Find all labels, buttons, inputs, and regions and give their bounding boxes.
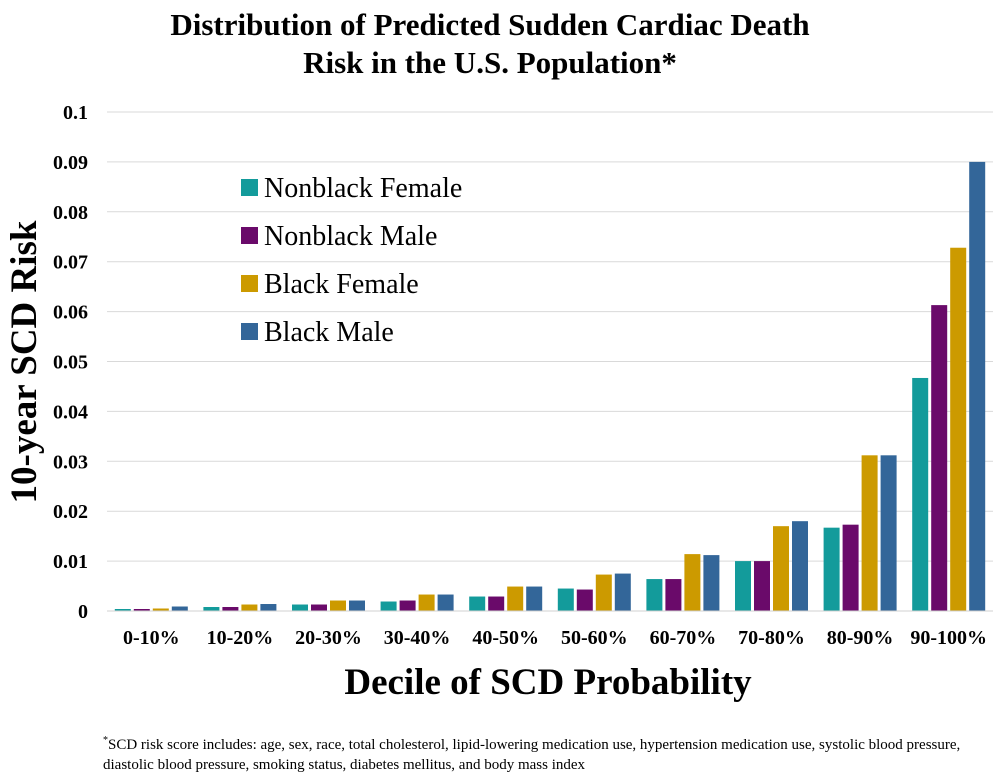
bar <box>931 305 948 611</box>
x-axis-label: Decile of SCD Probability <box>344 662 752 703</box>
x-tick-label: 70-80% <box>738 627 805 649</box>
bar <box>311 604 327 611</box>
bar <box>861 455 878 611</box>
x-axis-ticks: 0-10% 10-20% 20-30% 30-40% 40-50% 50-60% 60-70… <box>123 627 987 649</box>
bar <box>684 554 701 611</box>
bars <box>114 161 986 611</box>
bar <box>842 524 859 611</box>
legend-label: Black Female <box>264 269 419 300</box>
x-tick-label: 0-10% <box>123 627 180 649</box>
x-tick-label: 90-100% <box>910 627 987 649</box>
legend-swatch <box>241 227 258 244</box>
y-axis-ticks: 0 0.01 0.02 0.03 0.04 0.05 0.06 0.07 0.08 0.09 0.1 <box>53 102 88 623</box>
bar <box>222 607 239 611</box>
bar <box>349 600 365 611</box>
bar <box>912 377 929 611</box>
footnote: *SCD risk score includes: age, sex, race… <box>103 731 983 775</box>
bar <box>773 526 789 611</box>
bar <box>880 455 897 611</box>
y-tick-label: 0.1 <box>63 102 88 124</box>
legend-label: Nonblack Male <box>264 221 437 252</box>
y-tick-label: 0.05 <box>53 352 88 374</box>
y-axis-label: 10-year SCD Risk <box>4 220 45 503</box>
bar <box>557 588 574 611</box>
chart-title: Distribution of Predicted Sudden Cardiac… <box>0 6 980 82</box>
bar <box>735 561 751 611</box>
bar <box>576 589 593 611</box>
y-tick-label: 0.01 <box>53 551 88 573</box>
bar <box>792 521 808 611</box>
bar <box>969 161 986 611</box>
bar <box>665 579 682 611</box>
bar <box>114 609 131 611</box>
bar <box>133 609 150 611</box>
bar <box>754 561 770 611</box>
y-tick-label: 0.02 <box>53 501 88 523</box>
bar <box>950 247 967 611</box>
y-tick-label: 0.08 <box>53 202 88 224</box>
chart-title-line-1: Distribution of Predicted Sudden Cardiac… <box>170 7 810 42</box>
bar <box>292 604 308 611</box>
bar <box>203 607 220 611</box>
y-tick-label: 0.07 <box>53 252 88 274</box>
bar <box>614 573 631 611</box>
bar <box>646 579 663 611</box>
x-tick-label: 20-30% <box>295 627 362 649</box>
bar <box>526 586 543 611</box>
x-tick-label: 60-70% <box>650 627 717 649</box>
y-tick-label: 0.04 <box>53 401 88 423</box>
x-tick-label: 30-40% <box>384 627 451 649</box>
bar <box>703 555 720 611</box>
bar <box>260 604 277 611</box>
x-tick-label: 10-20% <box>207 627 274 649</box>
bar <box>399 600 416 611</box>
legend-label: Nonblack Female <box>264 173 462 204</box>
bar <box>595 574 612 611</box>
y-tick-label: 0 <box>78 601 88 623</box>
bar <box>507 586 524 611</box>
legend-swatch <box>241 275 258 292</box>
bar <box>823 527 840 611</box>
legend-swatch <box>241 179 258 196</box>
gridlines <box>107 111 993 562</box>
y-tick-label: 0.03 <box>53 451 88 473</box>
legend-label: Black Male <box>264 317 394 348</box>
legend: Nonblack Female Nonblack Male Black Female… <box>241 173 462 348</box>
x-tick-label: 50-60% <box>561 627 628 649</box>
bar <box>380 601 397 611</box>
y-tick-label: 0.09 <box>53 152 88 174</box>
x-tick-label: 40-50% <box>472 627 539 649</box>
chart-title-line-2: Risk in the U.S. Population* <box>303 45 677 80</box>
bar <box>437 594 454 611</box>
bar <box>241 604 258 611</box>
footnote-text: SCD risk score includes: age, sex, race,… <box>103 737 961 773</box>
footnote-marker: * <box>103 735 108 746</box>
bar <box>152 608 169 611</box>
bar <box>330 600 346 611</box>
bar <box>488 596 505 611</box>
bar <box>418 594 435 611</box>
legend-swatch <box>241 323 258 340</box>
bar <box>469 596 486 611</box>
bar <box>171 606 188 611</box>
x-tick-label: 80-90% <box>827 627 894 649</box>
y-tick-label: 0.06 <box>53 302 88 324</box>
